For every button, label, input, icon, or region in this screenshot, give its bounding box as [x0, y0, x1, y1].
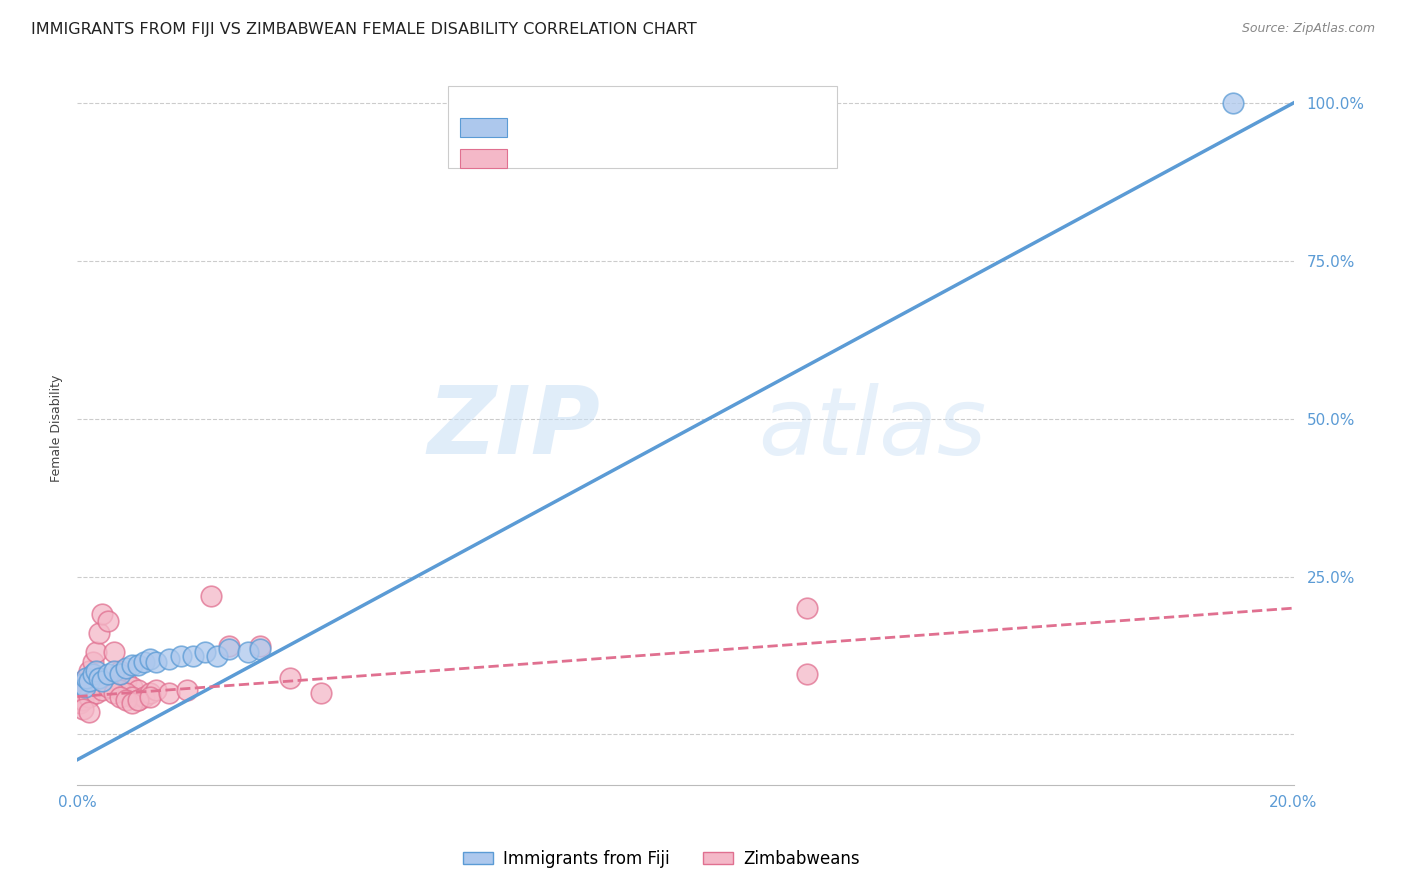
Point: [79, 706, 101, 720]
Point: [249, 642, 271, 657]
Point: [121, 657, 143, 672]
Point: [97, 667, 120, 681]
Point: [134, 690, 156, 704]
Point: [79, 673, 101, 688]
Point: [84, 677, 107, 691]
Point: [218, 639, 240, 653]
Text: atlas: atlas: [758, 383, 987, 474]
FancyBboxPatch shape: [460, 118, 506, 137]
Point: [97, 680, 120, 694]
Point: [249, 639, 271, 653]
Point: [82, 667, 104, 681]
Text: Source: ZipAtlas.com: Source: ZipAtlas.com: [1241, 22, 1375, 36]
Point: [108, 683, 131, 698]
Text: 52: 52: [675, 148, 699, 166]
Point: [796, 667, 818, 681]
Text: 0.196: 0.196: [562, 148, 620, 166]
Point: [236, 645, 259, 659]
Point: [170, 648, 193, 663]
Point: [69, 680, 91, 694]
Point: [75, 671, 97, 685]
Point: [90, 673, 112, 688]
Point: [134, 655, 156, 669]
Point: [97, 614, 120, 628]
Point: [121, 690, 143, 704]
Text: IMMIGRANTS FROM FIJI VS ZIMBABWEAN FEMALE DISABILITY CORRELATION CHART: IMMIGRANTS FROM FIJI VS ZIMBABWEAN FEMAL…: [31, 22, 697, 37]
Point: [73, 673, 96, 688]
Point: [205, 648, 228, 663]
Text: 26: 26: [675, 117, 699, 135]
Point: [103, 686, 125, 700]
Point: [84, 665, 107, 679]
Y-axis label: Female Disability: Female Disability: [51, 375, 63, 482]
Point: [121, 696, 143, 710]
Point: [145, 655, 167, 669]
Point: [1222, 95, 1244, 110]
Point: [127, 657, 149, 672]
Point: [84, 686, 107, 700]
Point: [108, 665, 131, 679]
Point: [90, 607, 112, 622]
Point: [176, 683, 198, 698]
Text: N =: N =: [636, 148, 675, 166]
Point: [69, 690, 91, 704]
Point: [87, 626, 110, 640]
Point: [72, 686, 94, 700]
Point: [72, 702, 94, 716]
Point: [84, 645, 107, 659]
Point: [115, 686, 138, 700]
Point: [121, 680, 143, 694]
Text: ZIP: ZIP: [427, 382, 600, 475]
Text: R =: R =: [516, 117, 555, 135]
Point: [309, 686, 332, 700]
Point: [108, 667, 131, 681]
Point: [79, 690, 101, 704]
Point: [157, 686, 180, 700]
Point: [127, 683, 149, 698]
Point: [278, 671, 301, 685]
Text: N =: N =: [636, 117, 675, 135]
Point: [103, 680, 125, 694]
Point: [69, 696, 91, 710]
Point: [90, 683, 112, 698]
Point: [72, 677, 94, 691]
Point: [139, 690, 162, 704]
Point: [218, 642, 240, 657]
Text: R =: R =: [516, 148, 555, 166]
Point: [79, 680, 101, 694]
Point: [157, 651, 180, 665]
Point: [73, 680, 96, 694]
Point: [115, 673, 138, 688]
FancyBboxPatch shape: [460, 149, 506, 168]
Point: [127, 692, 149, 706]
Point: [103, 645, 125, 659]
Point: [139, 686, 162, 700]
Point: [72, 692, 94, 706]
Point: [115, 692, 138, 706]
Point: [75, 671, 97, 685]
Point: [139, 651, 162, 665]
FancyBboxPatch shape: [449, 86, 838, 169]
Point: [97, 677, 120, 691]
Point: [79, 665, 101, 679]
Point: [90, 673, 112, 688]
Point: [796, 601, 818, 615]
Point: [115, 661, 138, 675]
Point: [103, 665, 125, 679]
Point: [75, 683, 97, 698]
Point: [127, 692, 149, 706]
Point: [194, 645, 217, 659]
Point: [145, 683, 167, 698]
Point: [82, 655, 104, 669]
Point: [108, 690, 131, 704]
Point: [70, 677, 93, 691]
Legend: Immigrants from Fiji, Zimbabweans: Immigrants from Fiji, Zimbabweans: [456, 843, 866, 874]
Text: 0.969: 0.969: [562, 117, 620, 135]
Point: [181, 648, 204, 663]
Point: [87, 671, 110, 685]
Point: [200, 589, 222, 603]
